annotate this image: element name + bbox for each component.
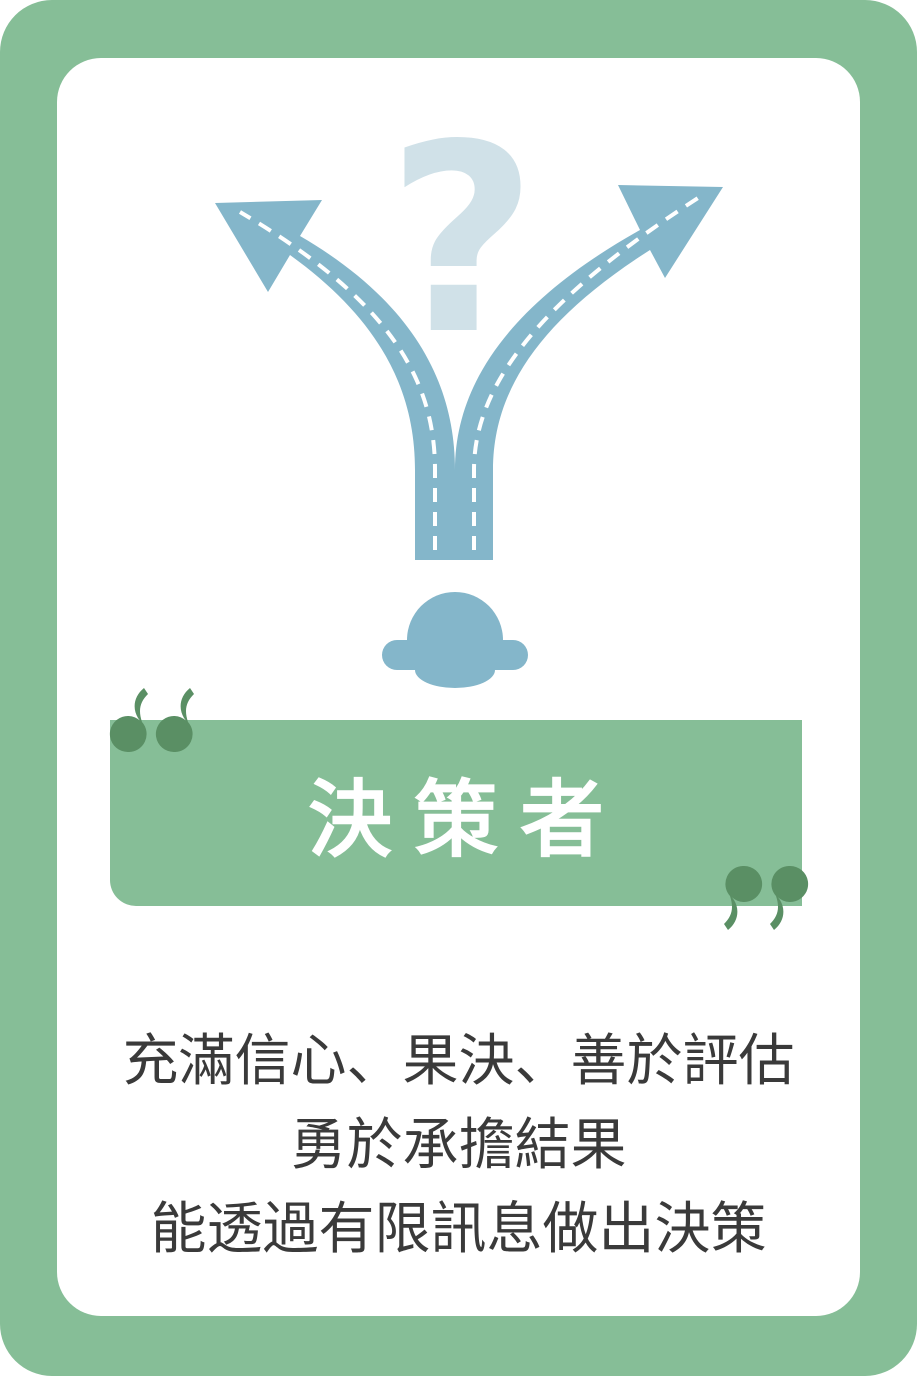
person-head-icon — [382, 592, 528, 688]
description-line: 能透過有限訊息做出決策 — [150, 1197, 767, 1262]
description-line: 勇於承擔結果 — [290, 1113, 627, 1178]
forked-road-icon — [215, 185, 723, 560]
description-line: 充滿信心、果決、善於評估 — [122, 1029, 795, 1094]
card-description: 充滿信心、果決、善於評估 勇於承擔結果 能透過有限訊息做出決策 — [0, 1020, 917, 1272]
title-banner: 決策者 — [110, 720, 802, 906]
close-quote-icon — [724, 866, 809, 930]
card-title: 決策者 — [307, 770, 626, 869]
forked-road-illustration: ? — [215, 90, 723, 688]
open-quote-icon — [109, 688, 194, 752]
